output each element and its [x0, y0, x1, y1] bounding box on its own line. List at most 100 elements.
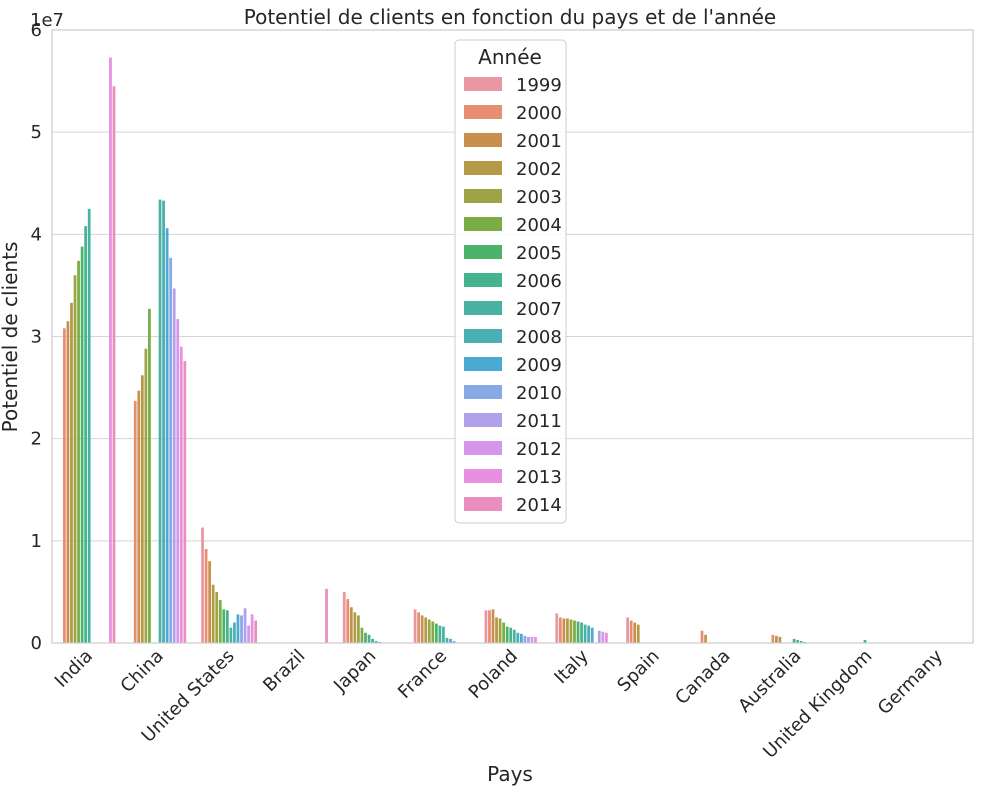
- legend-swatch: [464, 385, 502, 399]
- bar-italy-2013: [605, 632, 608, 643]
- legend-label: 2001: [516, 131, 562, 152]
- bar-italy-2006: [580, 622, 583, 643]
- x-tick-label: China: [117, 646, 168, 697]
- bar-united-states-2003: [215, 591, 219, 643]
- bar-spain-2002: [636, 624, 640, 643]
- bar-canada-2001: [704, 634, 707, 643]
- bar-japan-2005: [364, 632, 367, 643]
- bar-japan-2006: [367, 634, 371, 643]
- bar-china-2002: [140, 375, 144, 643]
- legend-swatch: [464, 245, 502, 259]
- x-tick-label: Brazil: [259, 646, 309, 696]
- bar-france-2008: [445, 637, 449, 643]
- bar-india-2002: [70, 302, 73, 643]
- bar-china-2011: [172, 288, 176, 643]
- bar-poland-2001: [491, 609, 495, 643]
- bar-italy-2004: [573, 620, 576, 643]
- legend-label: 2009: [516, 355, 562, 376]
- bar-united-states-2002: [211, 584, 215, 643]
- bar-poland-2011: [527, 636, 530, 643]
- legend-frame: [454, 39, 567, 524]
- bar-japan-2004: [360, 627, 364, 643]
- bar-united-states-2008: [233, 622, 236, 643]
- plot-frame: [51, 29, 974, 644]
- x-tick-label: France: [394, 646, 451, 703]
- bar-italy-2009: [590, 627, 594, 643]
- bar-united-states-2001: [208, 561, 212, 643]
- bar-poland-2002: [495, 617, 498, 643]
- bar-italy-2002: [566, 618, 569, 643]
- bar-poland-2008: [516, 632, 520, 643]
- legend-swatch: [464, 217, 502, 231]
- bar-brazil-2014: [325, 588, 328, 643]
- bar-italy-2008: [587, 625, 591, 643]
- legend-label: 2012: [516, 439, 562, 460]
- x-axis-label: Pays: [487, 762, 533, 786]
- bar-france-2010: [452, 640, 456, 643]
- y-offset-text: 1e7: [30, 10, 64, 31]
- bar-china-2010: [169, 257, 173, 643]
- bar-poland-2004: [502, 622, 506, 643]
- y-tick-label: 2: [31, 429, 42, 450]
- bar-france-2009: [449, 638, 452, 643]
- bar-united-states-2011: [243, 608, 247, 643]
- bar-poland-2006: [509, 627, 513, 643]
- bar-italy-2011: [597, 630, 601, 643]
- bar-china-2007: [158, 199, 162, 643]
- legend-swatch: [464, 301, 502, 315]
- legend-label: 2014: [516, 495, 562, 516]
- bar-united-states-2010: [240, 615, 243, 643]
- bar-france-2004: [431, 621, 435, 643]
- bar-united-states-2005: [222, 609, 226, 643]
- bar-spain-2001: [633, 622, 637, 643]
- bar-france-2001: [420, 615, 424, 643]
- x-tick-label: Poland: [465, 646, 522, 703]
- bar-china-2009: [165, 228, 169, 643]
- bar-poland-2005: [505, 626, 509, 643]
- bar-united-states-2014: [254, 620, 258, 643]
- legend-label: 2003: [516, 187, 562, 208]
- bar-china-2008: [162, 200, 165, 643]
- bar-china-2001: [137, 390, 141, 643]
- chart-title: Potentiel de clients en fonction du pays…: [244, 5, 776, 29]
- bar-india-2003: [73, 275, 77, 643]
- y-tick-label: 4: [31, 224, 42, 245]
- legend-label: 2010: [516, 383, 562, 404]
- legend-label: 2013: [516, 467, 562, 488]
- legend-swatch: [464, 189, 502, 203]
- x-tick-label: Canada: [671, 646, 734, 709]
- legend: Année 1999 2000 2001 2002 2003 2004 2005 2006 20…: [454, 39, 567, 524]
- bar-india-2013: [109, 57, 112, 643]
- bar-italy-2001: [562, 618, 566, 643]
- bar-france-2006: [438, 625, 442, 643]
- bar-united-states-2009: [236, 614, 240, 643]
- legend-label: 2000: [516, 103, 562, 124]
- bar-india-2004: [77, 260, 80, 643]
- bar-india-2006: [84, 226, 88, 643]
- bar-poland-2013: [534, 636, 537, 643]
- bar-australia-2000: [771, 634, 775, 643]
- bar-japan-2007: [371, 638, 374, 643]
- legend-swatch: [464, 497, 502, 511]
- bar-france-1999: [413, 609, 417, 643]
- bar-japan-2000: [346, 599, 350, 643]
- y-tick-label: 0: [31, 633, 42, 654]
- bar-poland-2009: [519, 633, 523, 643]
- bar-japan-1999: [342, 591, 346, 643]
- legend-swatch: [464, 329, 502, 343]
- legend-label: 2002: [516, 159, 562, 180]
- bar-china-2013: [179, 346, 183, 643]
- legend-items: 1999 2000 2001 2002 2003 2004 2005 2006 2007 2008…: [464, 75, 562, 516]
- bar-australia-2002: [778, 636, 782, 643]
- bar-china-2004: [148, 308, 151, 643]
- y-axis-label: Potentiel de clients: [0, 242, 22, 433]
- y-tick-layer: 0 1 2 3 4 5 6: [31, 20, 42, 654]
- bar-poland-2003: [498, 618, 502, 643]
- legend-swatch: [464, 469, 502, 483]
- bar-poland-2012: [530, 636, 534, 643]
- bar-france-2003: [427, 619, 431, 643]
- bar-india-2001: [66, 321, 70, 643]
- legend-label: 2006: [516, 271, 562, 292]
